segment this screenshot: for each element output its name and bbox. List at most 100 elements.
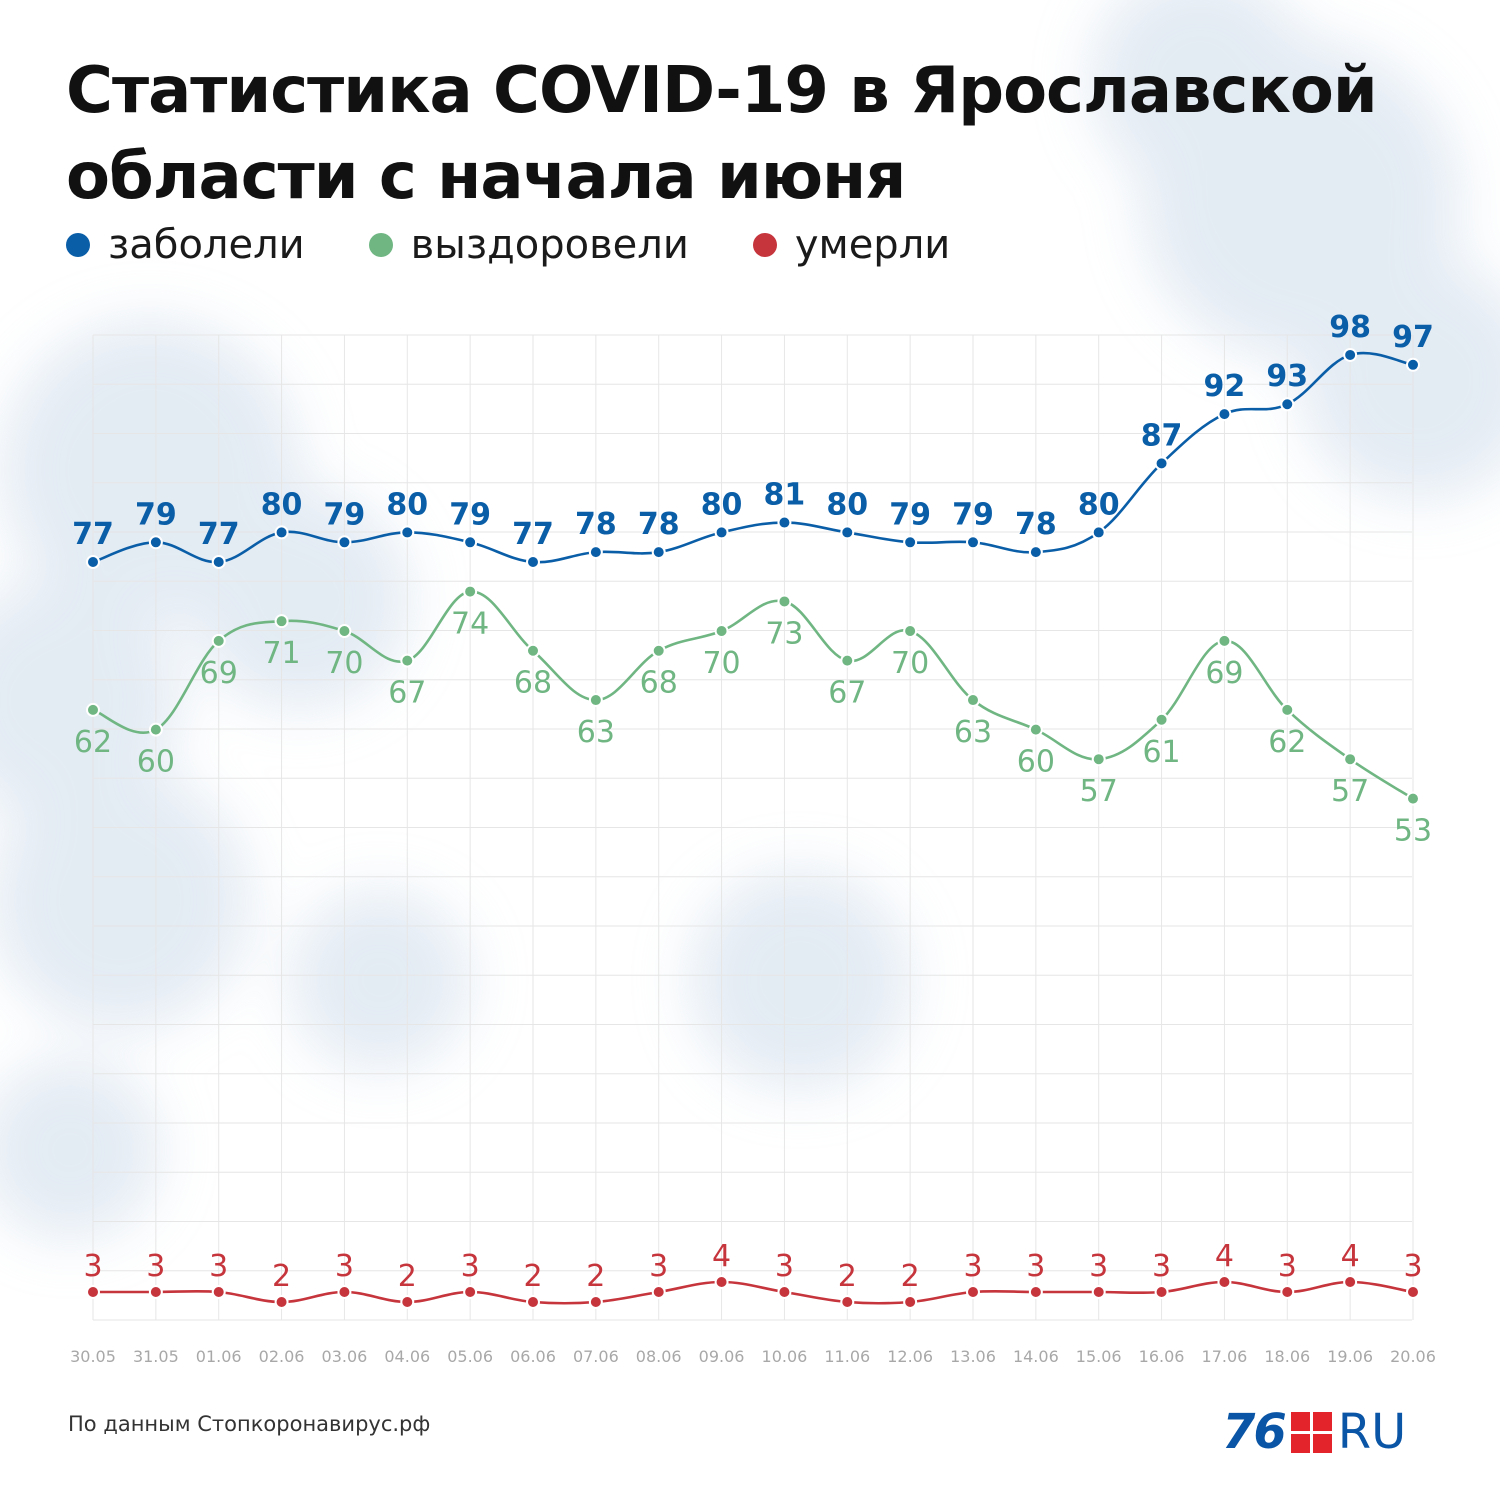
x-tick-label: 18.06	[1264, 1347, 1310, 1366]
series-1-data-label: 70	[891, 646, 929, 681]
x-tick-label: 09.06	[699, 1347, 745, 1366]
series-2-data-label: 3	[775, 1249, 794, 1284]
series-1-data-label: 57	[1080, 774, 1118, 809]
x-tick-label: 19.06	[1327, 1347, 1373, 1366]
series-1-data-label: 63	[954, 715, 992, 750]
series-2-data-label: 4	[1215, 1239, 1234, 1274]
series-2-point	[1405, 1285, 1420, 1299]
series-2-point	[777, 1285, 792, 1299]
legend-label-died: умерли	[794, 222, 951, 268]
series-2-point	[1091, 1285, 1106, 1299]
series-0-point	[1280, 397, 1295, 412]
x-tick-label: 11.06	[824, 1347, 870, 1366]
series-0-data-label: 80	[826, 487, 868, 522]
series-0-point	[1405, 357, 1420, 372]
series-2-data-label: 3	[1089, 1249, 1108, 1284]
series-1-point	[1028, 722, 1043, 737]
series-1-point	[1280, 702, 1295, 717]
series-1-data-label: 61	[1142, 735, 1180, 770]
series-1-data-label: 53	[1394, 814, 1432, 849]
series-2-data-label: 3	[209, 1249, 228, 1284]
series-2-point	[903, 1295, 918, 1309]
series-0-data-label: 77	[512, 517, 554, 552]
series-0-data-label: 80	[386, 487, 428, 522]
series-1-point	[965, 693, 980, 708]
series-0-data-label: 80	[1078, 487, 1120, 522]
series-2-point	[1343, 1275, 1358, 1289]
x-tick-label: 14.06	[1013, 1347, 1059, 1366]
series-2-point	[525, 1295, 540, 1309]
legend-dot-icon	[368, 233, 393, 257]
series-2-point	[588, 1295, 603, 1309]
x-tick-label: 10.06	[762, 1347, 808, 1366]
series-0-point	[86, 555, 100, 569]
series-2-data-label: 3	[83, 1249, 102, 1284]
series-2-point	[148, 1285, 163, 1299]
series-1-point	[400, 653, 415, 668]
x-tick-label: 03.06	[322, 1347, 368, 1366]
series-1-data-label: 68	[640, 666, 678, 701]
series-2-data-label: 2	[272, 1259, 291, 1294]
series-2-data-label: 2	[398, 1259, 417, 1294]
series-0-point	[1091, 525, 1106, 540]
x-tick-label: 13.06	[950, 1347, 996, 1366]
series-0-point	[714, 525, 729, 540]
series-2-data-label: 4	[712, 1239, 731, 1274]
series-0-data-label: 79	[135, 497, 177, 532]
series-0-data-label: 79	[889, 497, 931, 532]
series-2-data-label: 2	[838, 1259, 857, 1294]
series-0-data-label: 87	[1141, 418, 1183, 453]
series-2-point	[463, 1285, 478, 1299]
chart-title: Статистика COVID-19 в Ярославской област…	[66, 54, 1378, 214]
series-0-data-label: 77	[72, 517, 114, 552]
series-1-data-label: 70	[325, 646, 363, 681]
series-0-data-label: 79	[952, 497, 994, 532]
series-2-data-label: 3	[1026, 1249, 1045, 1284]
logo-suffix: RU	[1337, 1404, 1407, 1460]
series-1-point	[525, 643, 540, 658]
series-line-1	[92, 590, 1414, 800]
x-tick-label: 07.06	[573, 1347, 619, 1366]
series-1-data-label: 62	[74, 725, 112, 760]
x-tick-label: 15.06	[1076, 1347, 1122, 1366]
series-2-data-label: 3	[1152, 1249, 1171, 1284]
series-0-data-label: 79	[449, 497, 491, 532]
legend-label-sick: заболели	[108, 222, 305, 268]
series-0-point	[588, 545, 603, 560]
series-1-data-label: 71	[262, 636, 300, 671]
series-2-data-label: 3	[146, 1249, 165, 1284]
series-1-point	[588, 693, 603, 708]
x-tick-label: 04.06	[384, 1347, 430, 1366]
series-line-0	[92, 351, 1414, 564]
series-2-point	[400, 1295, 415, 1309]
series-0-data-label: 80	[701, 487, 743, 522]
series-1-point	[463, 584, 478, 599]
series-0-point	[274, 525, 289, 540]
source-note: По данным Стопкоронавирус.рф	[68, 1412, 431, 1436]
series-2-point	[86, 1285, 100, 1299]
series-1-data-label: 57	[1331, 774, 1369, 809]
series-1-data-label: 60	[137, 745, 175, 780]
series-1-point	[840, 653, 855, 668]
series-1-point	[1343, 752, 1358, 767]
series-0-point	[903, 535, 918, 550]
series-0-data-label: 93	[1266, 359, 1308, 394]
x-tick-label: 05.06	[447, 1347, 493, 1366]
series-2-data-label: 3	[1403, 1249, 1422, 1284]
x-tick-label: 01.06	[196, 1347, 242, 1366]
series-1-point	[1091, 752, 1106, 767]
series-line-2	[93, 1280, 1414, 1305]
series-0-data-label: 77	[198, 517, 240, 552]
x-tick-label: 02.06	[259, 1347, 305, 1366]
series-2-data-label: 4	[1341, 1239, 1360, 1274]
series-1-data-label: 69	[1205, 656, 1243, 691]
chart-legend: заболели выздоровели умерли	[66, 222, 950, 268]
series-1-point	[274, 614, 289, 629]
series-1-point	[1405, 791, 1420, 806]
series-2-data-label: 3	[963, 1249, 982, 1284]
series-2-point	[714, 1275, 729, 1289]
series-1-point	[651, 643, 666, 658]
series-1-point	[714, 624, 729, 639]
series-0-point	[651, 545, 666, 560]
